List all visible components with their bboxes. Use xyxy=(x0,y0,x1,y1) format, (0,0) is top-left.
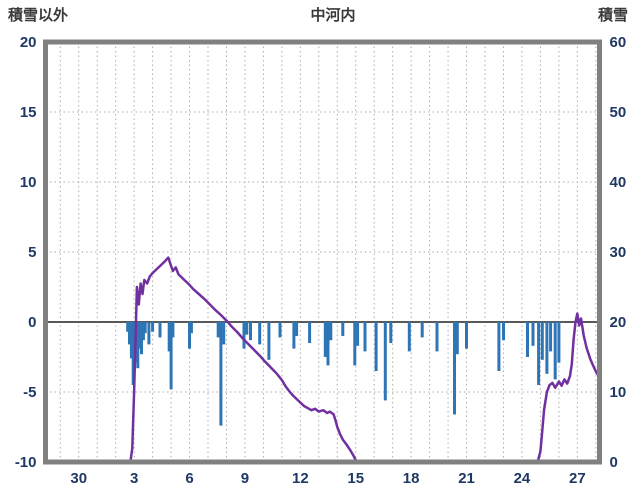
bar xyxy=(326,322,330,366)
bar xyxy=(455,322,459,355)
bar xyxy=(126,322,130,332)
right-tick-label: 10 xyxy=(610,384,627,401)
bar xyxy=(249,322,252,341)
left-tick-label: -5 xyxy=(23,384,36,401)
bar xyxy=(138,322,142,349)
bar xyxy=(188,322,191,349)
bar xyxy=(526,322,529,357)
bar xyxy=(323,322,327,357)
bar xyxy=(383,322,387,401)
x-tick-label: 3 xyxy=(130,470,138,487)
x-tick-label: 27 xyxy=(569,470,586,487)
snow-depth-line xyxy=(44,256,601,464)
bar xyxy=(549,322,553,352)
bar xyxy=(169,322,173,390)
plot-frame xyxy=(43,39,602,465)
right-tick-label: 50 xyxy=(610,104,627,121)
left-tick-label: 10 xyxy=(20,174,37,191)
chart-title: 中河内 xyxy=(310,7,356,24)
bar xyxy=(356,322,360,346)
bar xyxy=(267,322,271,360)
x-tick-label: 6 xyxy=(185,470,193,487)
bar xyxy=(465,322,468,349)
left-axis-title: 積雪以外 xyxy=(8,7,69,24)
left-tick-label: 0 xyxy=(28,314,36,331)
bar xyxy=(143,322,147,334)
bar xyxy=(353,322,357,366)
x-tick-label: 21 xyxy=(458,470,475,487)
bar xyxy=(147,322,151,345)
bar xyxy=(219,322,223,426)
bar xyxy=(128,322,131,345)
bar xyxy=(497,322,501,371)
bar xyxy=(171,322,175,338)
right-tick-label: 0 xyxy=(610,454,618,471)
left-tick-label: 15 xyxy=(20,104,37,121)
bar xyxy=(537,322,541,385)
bar xyxy=(222,322,226,345)
bar xyxy=(140,322,143,355)
bar xyxy=(167,322,171,352)
right-tick-label: 30 xyxy=(610,244,627,261)
bar xyxy=(453,322,456,415)
bar xyxy=(292,322,296,349)
x-tick-label: 30 xyxy=(70,470,87,487)
bar xyxy=(531,322,535,346)
bar xyxy=(407,322,411,352)
bar xyxy=(141,322,145,341)
right-tick-label: 20 xyxy=(610,314,627,331)
bar xyxy=(435,322,439,352)
bar xyxy=(245,322,249,335)
bar xyxy=(363,322,367,352)
bar xyxy=(540,322,544,360)
bar xyxy=(545,322,549,374)
bar xyxy=(158,322,162,338)
bar xyxy=(258,322,262,345)
bar xyxy=(502,322,505,341)
bar xyxy=(216,322,220,338)
bar xyxy=(389,322,393,343)
bar xyxy=(129,322,133,359)
left-tick-label: 5 xyxy=(28,244,36,261)
bar xyxy=(308,322,312,343)
x-tick-label: 12 xyxy=(292,470,309,487)
bar xyxy=(557,322,561,363)
bar xyxy=(374,322,378,371)
bar xyxy=(341,322,345,336)
bar xyxy=(278,322,282,338)
bar xyxy=(420,322,424,338)
plot-background xyxy=(45,42,600,462)
x-tick-label: 18 xyxy=(403,470,420,487)
x-tick-label: 15 xyxy=(347,470,364,487)
bar xyxy=(553,322,557,380)
bar xyxy=(151,322,155,332)
chart-header: 積雪以外 中河内 積雪 xyxy=(0,4,636,25)
left-tick-label: 20 xyxy=(20,34,37,51)
bars-series xyxy=(126,322,561,426)
bar xyxy=(189,322,193,334)
x-tick-label: 9 xyxy=(241,470,249,487)
x-tick-label: 24 xyxy=(514,470,531,487)
bar xyxy=(242,322,246,349)
bar xyxy=(329,322,333,341)
right-axis-title: 積雪 xyxy=(597,7,628,24)
bar xyxy=(132,322,136,370)
right-tick-label: 40 xyxy=(610,174,627,191)
bar xyxy=(295,322,299,336)
right-tick-label: 60 xyxy=(610,34,627,51)
bar xyxy=(136,322,140,369)
left-tick-label: -10 xyxy=(15,454,37,471)
